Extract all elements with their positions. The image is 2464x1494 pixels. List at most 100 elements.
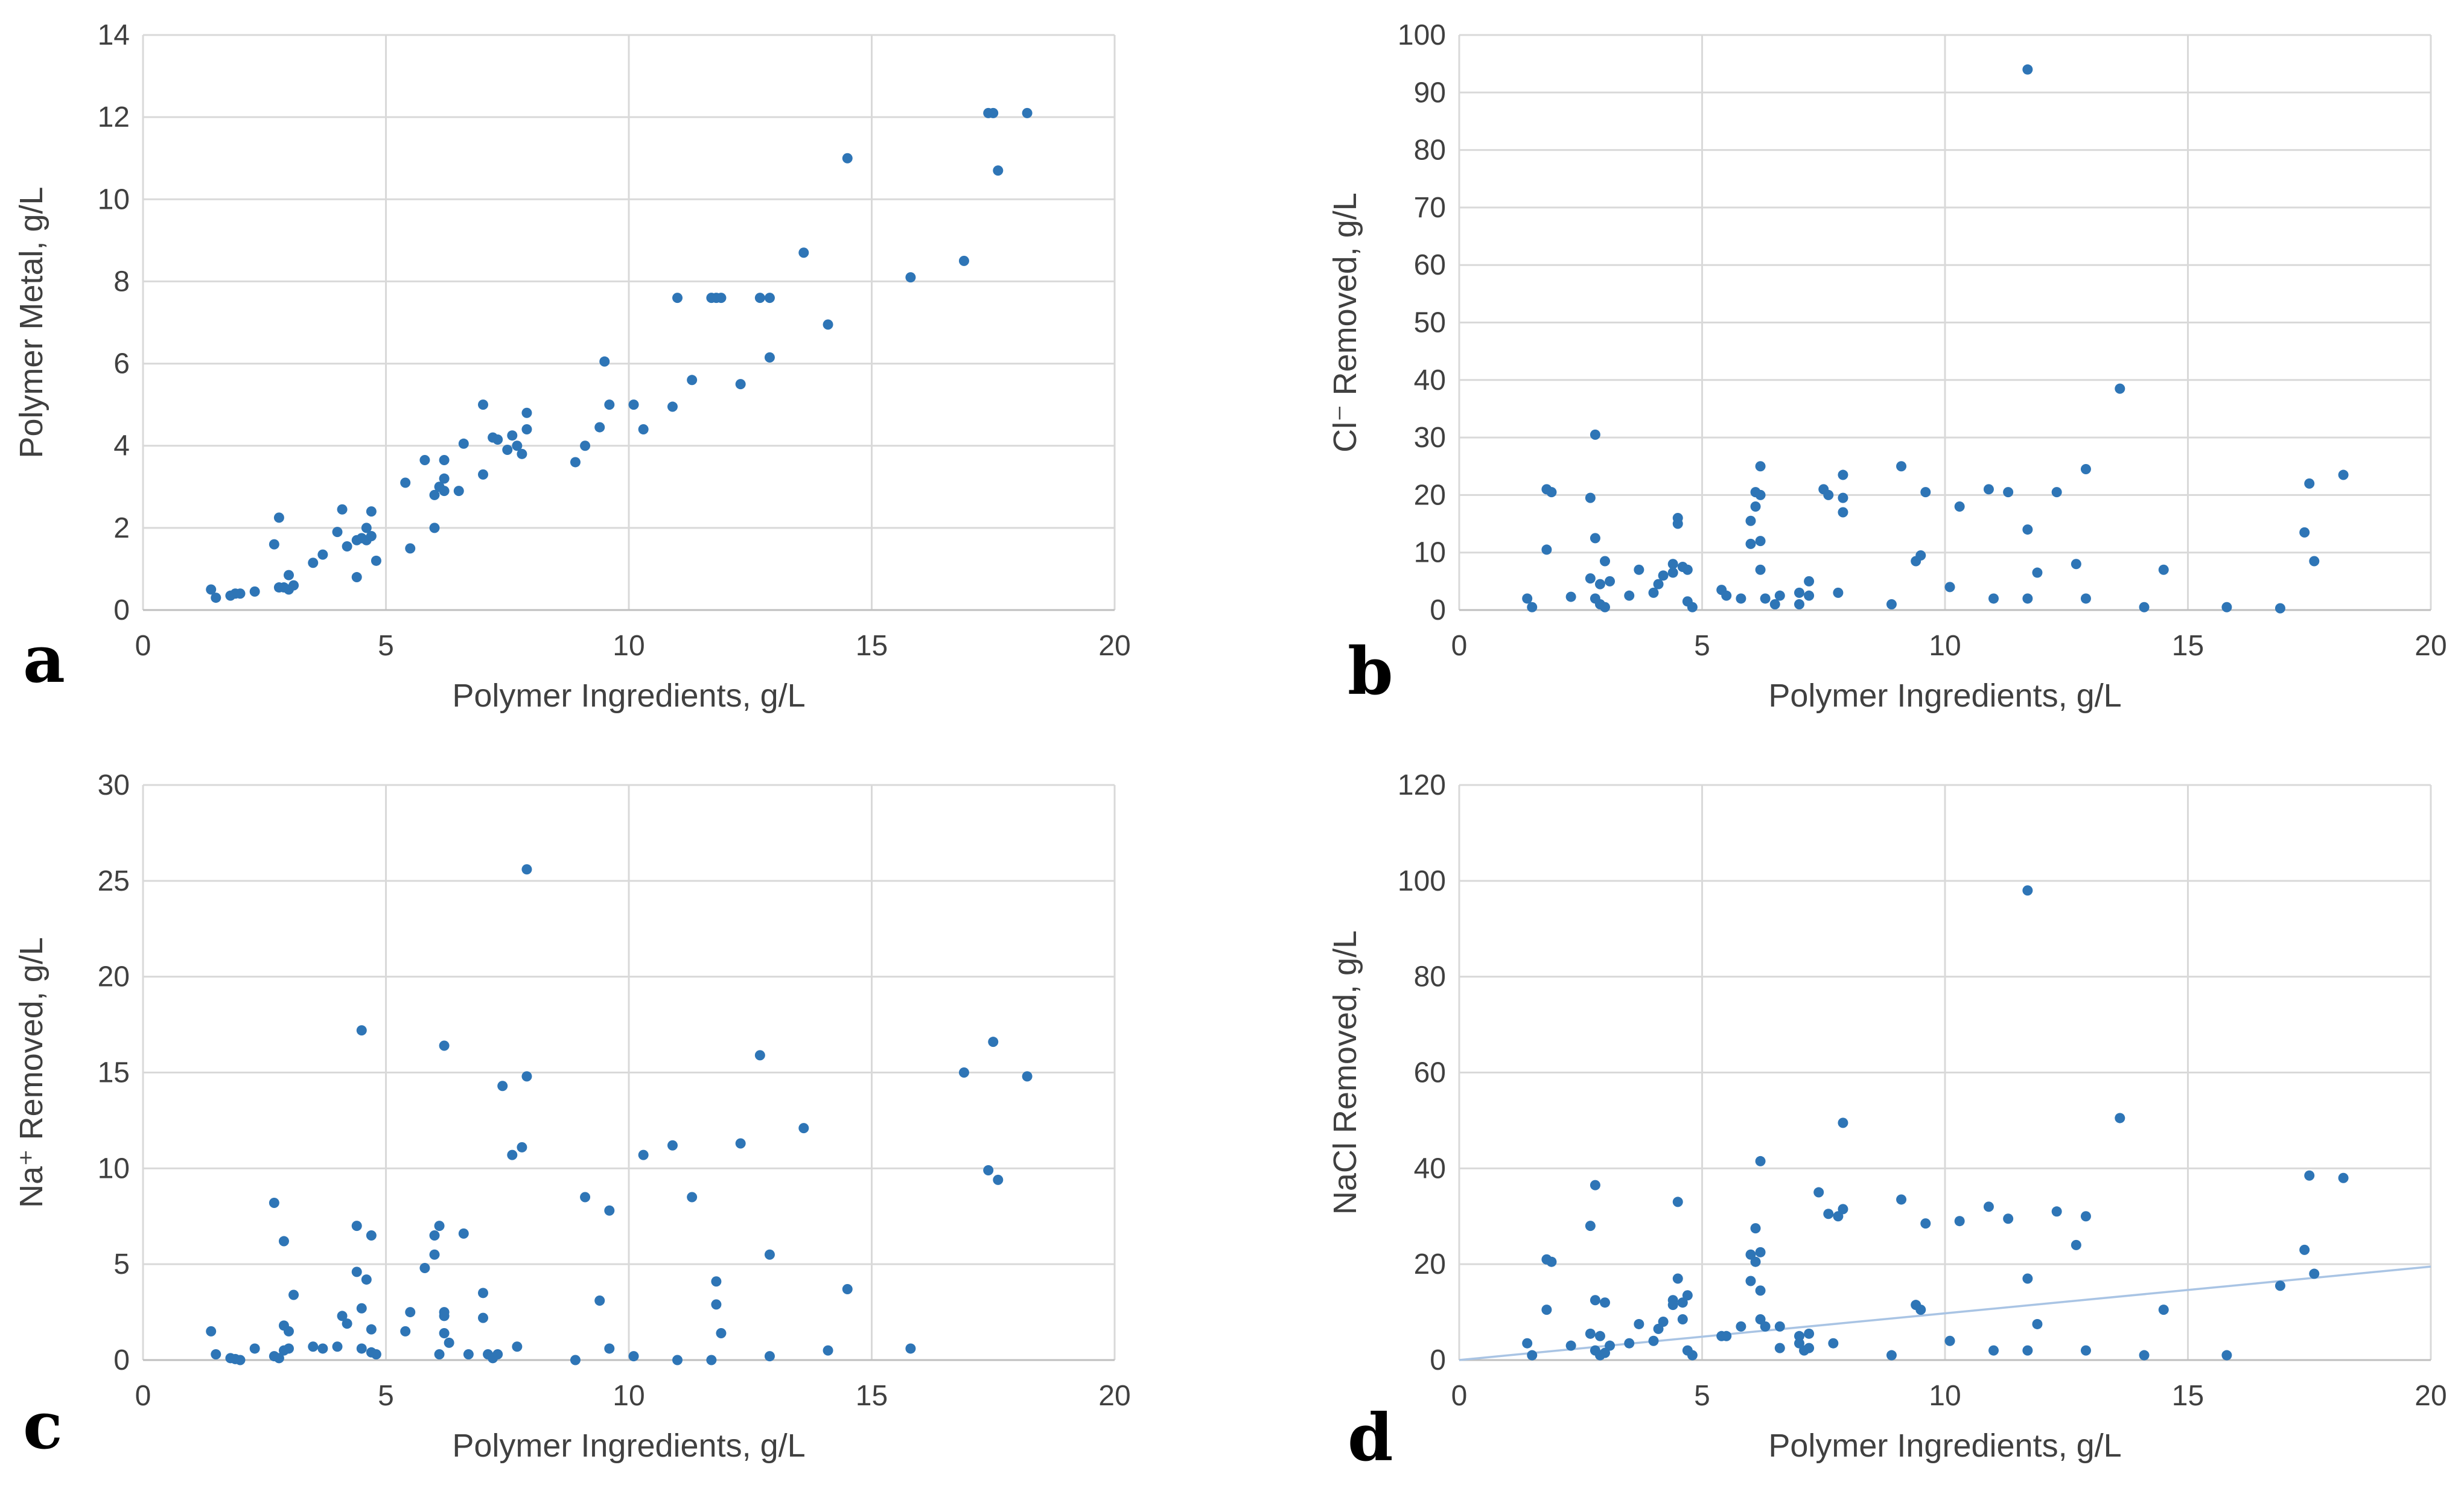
x-tick-label: 5 <box>378 1380 394 1412</box>
data-point <box>2158 564 2169 575</box>
data-point <box>342 541 352 552</box>
data-point <box>1672 1197 1683 1207</box>
y-tick-label: 100 <box>1398 865 1446 897</box>
y-tick-label: 40 <box>1414 364 1446 396</box>
data-point <box>502 445 513 456</box>
data-point <box>1750 1223 1761 1234</box>
y-tick-label: 60 <box>1414 249 1446 281</box>
trendline <box>1459 1265 2431 1361</box>
data-point <box>2309 1268 2320 1279</box>
data-point <box>1915 550 1926 561</box>
x-tick-label: 20 <box>2415 630 2446 662</box>
data-point <box>1687 602 1698 612</box>
data-point <box>284 570 294 580</box>
data-point <box>356 1025 367 1036</box>
x-tick-label: 0 <box>1451 1380 1468 1412</box>
data-point <box>439 1307 450 1318</box>
data-point <box>1667 1295 1678 1306</box>
data-point <box>1624 590 1635 601</box>
data-point <box>206 584 217 595</box>
data-point <box>1745 1276 1756 1286</box>
data-point <box>1813 1187 1824 1198</box>
data-point <box>249 1343 260 1354</box>
data-point <box>1594 1330 1605 1341</box>
data-point <box>2051 1206 2062 1217</box>
data-point <box>356 1343 367 1354</box>
data-point <box>706 1355 717 1365</box>
data-point <box>1745 515 1756 526</box>
data-point <box>351 572 362 583</box>
y-axis-title: NaCl Removed, g/L <box>1327 930 1363 1215</box>
y-tick-label: 25 <box>98 865 130 897</box>
y-tick-label: 50 <box>1414 307 1446 339</box>
data-point <box>1755 564 1766 575</box>
data-point <box>604 1343 615 1354</box>
y-tick-label: 30 <box>98 769 130 801</box>
data-point <box>419 1263 430 1274</box>
data-point <box>764 1249 775 1260</box>
x-tick-label: 10 <box>1929 630 1961 662</box>
data-point <box>1527 1350 1538 1361</box>
x-axis-title: Polymer Ingredients, g/L <box>1768 1428 2121 1464</box>
data-point <box>798 247 809 258</box>
data-point <box>1624 1338 1635 1349</box>
data-point <box>1823 489 1834 500</box>
data-point <box>1585 573 1596 584</box>
data-point <box>366 530 377 541</box>
chart-panel-a: 0 2 4 6 8 10 12 14 0 5 10 15 20 Polymer Ingredients, … <box>13 19 1131 714</box>
y-tick-label: 14 <box>98 19 130 51</box>
data-point <box>2022 1345 2033 1356</box>
data-point <box>2158 1305 2169 1315</box>
data-point <box>269 539 279 550</box>
data-point <box>1794 599 1804 609</box>
data-point <box>361 523 372 533</box>
data-point <box>2022 885 2033 896</box>
panel-letter: d <box>1348 1400 1393 1476</box>
data-point <box>1838 507 1848 518</box>
data-point <box>507 430 518 441</box>
data-point <box>2139 602 2150 612</box>
data-point <box>356 1303 367 1314</box>
data-point <box>667 1140 678 1151</box>
data-point <box>754 1050 765 1061</box>
data-point <box>371 1349 381 1359</box>
data-point <box>1769 599 1780 609</box>
data-point <box>2071 559 2081 570</box>
data-point <box>429 523 440 533</box>
data-point <box>823 319 833 330</box>
data-point <box>2139 1350 2150 1361</box>
data-point <box>580 1192 591 1203</box>
data-point <box>1541 544 1552 555</box>
chart-panel-d: 0 20 40 60 80 100 120 0 5 10 15 20 Polymer Ingredien… <box>1327 769 2447 1476</box>
panel-letter: c <box>23 1388 63 1464</box>
data-point <box>798 1123 809 1134</box>
y-tick-label: 15 <box>98 1057 130 1089</box>
data-point <box>517 448 527 459</box>
data-point <box>672 1355 683 1365</box>
x-tick-label: 15 <box>2172 1380 2204 1412</box>
data-point <box>478 1288 488 1299</box>
data-point <box>211 593 221 603</box>
data-point <box>1721 1330 1732 1341</box>
data-point <box>993 165 1004 176</box>
data-point <box>2022 524 2033 535</box>
data-point <box>492 434 503 445</box>
data-point <box>1944 1335 1955 1346</box>
data-point <box>1896 1194 1907 1205</box>
data-point <box>1687 1350 1698 1361</box>
data-point <box>1527 602 1538 612</box>
x-tick-label: 10 <box>1929 1380 1961 1412</box>
data-point <box>1653 1323 1664 1334</box>
data-point <box>371 555 381 566</box>
data-point <box>1745 1249 1756 1260</box>
data-point <box>273 512 284 523</box>
data-point <box>754 293 765 304</box>
data-point <box>1838 492 1848 503</box>
data-point <box>288 580 299 591</box>
data-point <box>594 1295 605 1306</box>
x-tick-label: 20 <box>1098 630 1130 662</box>
data-point <box>1838 1117 1848 1128</box>
data-point <box>1585 1328 1596 1339</box>
data-point <box>521 424 532 434</box>
y-tick-label: 20 <box>98 961 130 993</box>
